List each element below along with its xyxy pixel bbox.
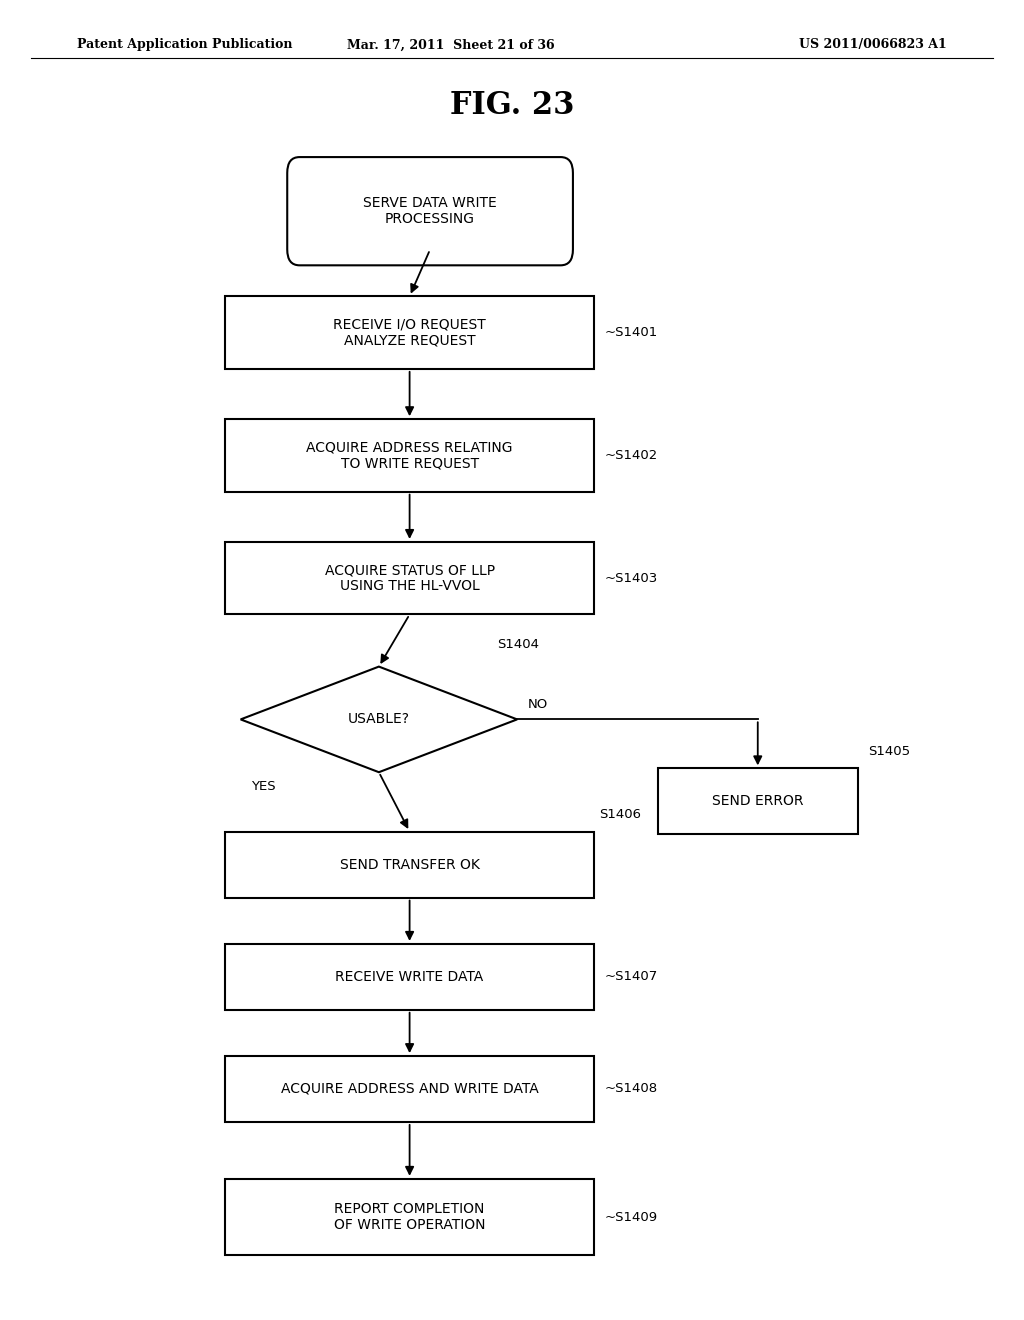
Text: SEND ERROR: SEND ERROR (712, 795, 804, 808)
Text: S1405: S1405 (868, 744, 910, 758)
Text: S1404: S1404 (497, 638, 539, 651)
Text: ~S1403: ~S1403 (604, 572, 657, 585)
Text: ~S1401: ~S1401 (604, 326, 657, 339)
Bar (225, 1056, 594, 1122)
Bar (225, 296, 594, 368)
Text: RECEIVE I/O REQUEST
ANALYZE REQUEST: RECEIVE I/O REQUEST ANALYZE REQUEST (333, 318, 486, 347)
Text: YES: YES (251, 780, 275, 793)
Bar (225, 832, 594, 898)
Text: REPORT COMPLETION
OF WRITE OPERATION: REPORT COMPLETION OF WRITE OPERATION (334, 1203, 485, 1232)
Text: US 2011/0066823 A1: US 2011/0066823 A1 (800, 38, 947, 51)
Text: RECEIVE WRITE DATA: RECEIVE WRITE DATA (336, 970, 483, 983)
Text: ~S1409: ~S1409 (604, 1210, 657, 1224)
Bar (225, 1179, 594, 1255)
Text: ~S1402: ~S1402 (604, 449, 657, 462)
Text: FIG. 23: FIG. 23 (450, 90, 574, 121)
Text: ACQUIRE STATUS OF LLP
USING THE HL-VVOL: ACQUIRE STATUS OF LLP USING THE HL-VVOL (325, 564, 495, 593)
Bar (225, 418, 594, 491)
Text: USABLE?: USABLE? (348, 713, 410, 726)
Text: S1406: S1406 (599, 808, 641, 821)
Text: SERVE DATA WRITE
PROCESSING: SERVE DATA WRITE PROCESSING (364, 197, 497, 226)
Bar (657, 768, 857, 834)
Bar (225, 541, 594, 614)
Bar (225, 944, 594, 1010)
Text: ACQUIRE ADDRESS AND WRITE DATA: ACQUIRE ADDRESS AND WRITE DATA (281, 1082, 539, 1096)
Text: ~S1408: ~S1408 (604, 1082, 657, 1096)
Polygon shape (241, 667, 517, 772)
Text: Patent Application Publication: Patent Application Publication (77, 38, 292, 51)
FancyBboxPatch shape (287, 157, 573, 265)
Text: ~S1407: ~S1407 (604, 970, 657, 983)
Text: Mar. 17, 2011  Sheet 21 of 36: Mar. 17, 2011 Sheet 21 of 36 (347, 38, 554, 51)
Text: NO: NO (527, 698, 548, 711)
Text: ACQUIRE ADDRESS RELATING
TO WRITE REQUEST: ACQUIRE ADDRESS RELATING TO WRITE REQUES… (306, 441, 513, 470)
Text: SEND TRANSFER OK: SEND TRANSFER OK (340, 858, 479, 871)
